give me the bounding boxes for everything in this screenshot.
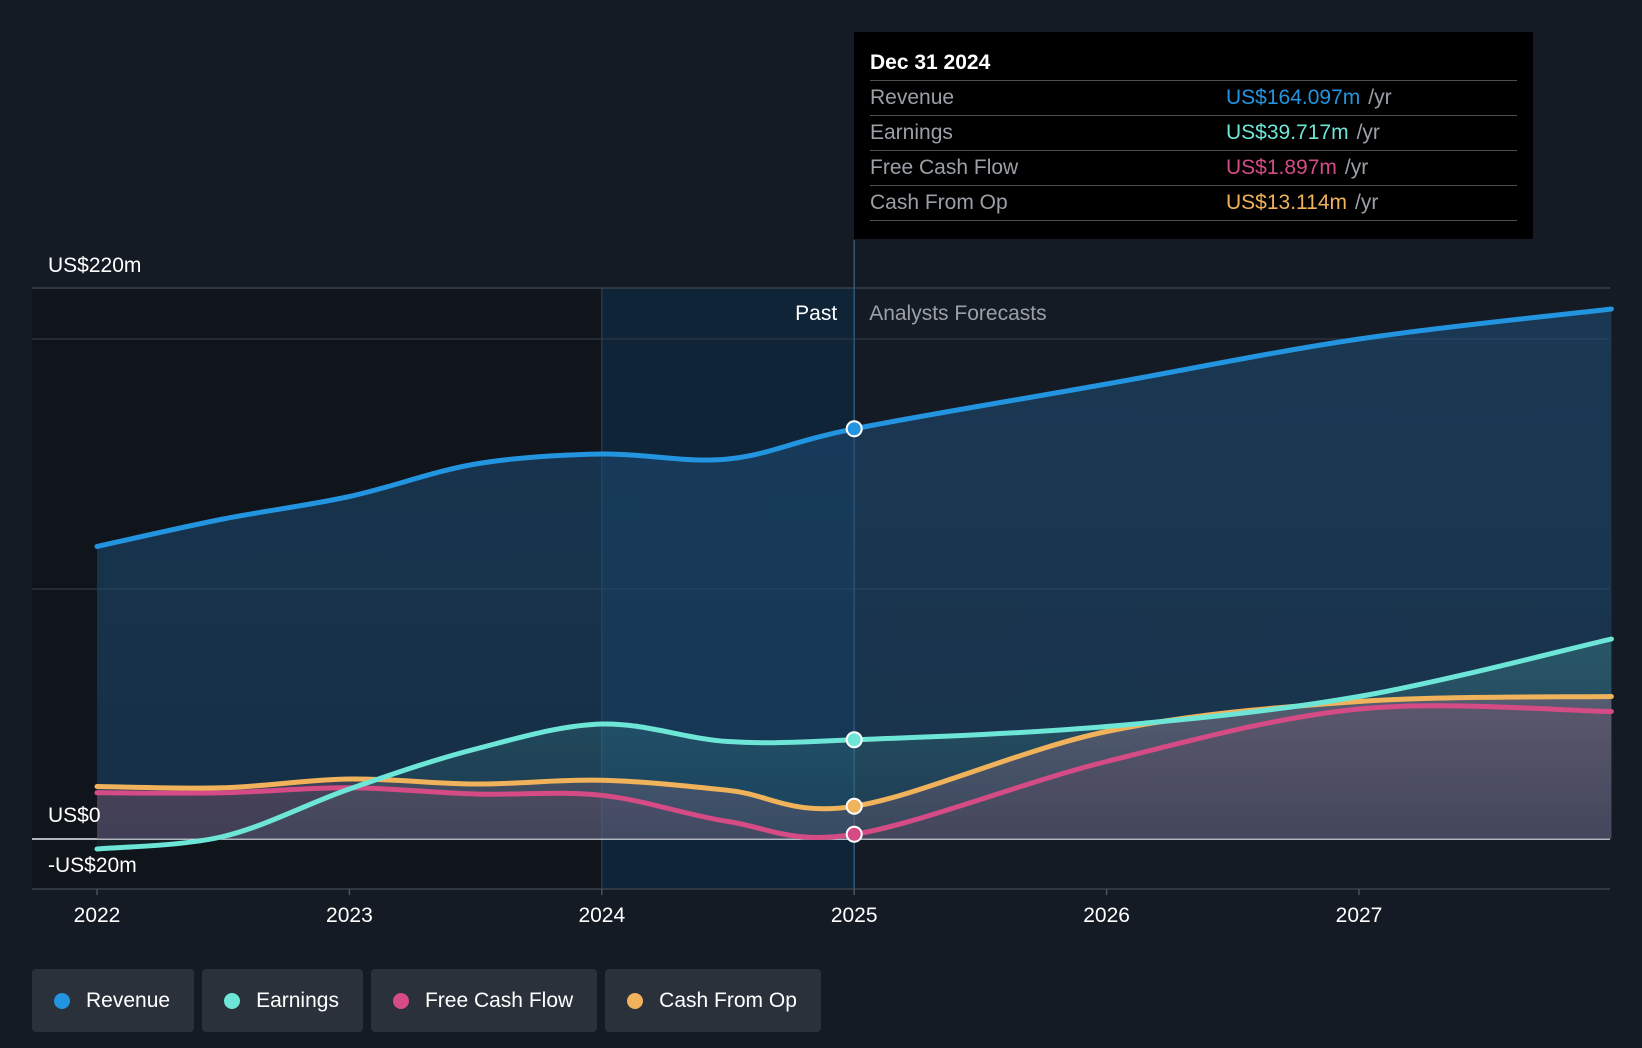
legend-item-earnings[interactable]: Earnings <box>202 969 363 1032</box>
legend-label: Revenue <box>86 988 171 1012</box>
tooltip-row-earnings: Earnings US$39.717m /yr <box>870 115 1517 150</box>
x-tick-label: 2025 <box>831 904 878 927</box>
x-tick-label: 2026 <box>1083 904 1130 927</box>
legend-dot-icon <box>392 992 409 1009</box>
marker-revenue <box>845 420 863 438</box>
line-earnings <box>94 636 1614 852</box>
legend-label: Free Cash Flow <box>424 988 574 1012</box>
tooltip-unit: /yr <box>1368 86 1392 109</box>
marker-earnings <box>845 731 863 749</box>
line-revenue <box>94 306 1614 549</box>
tooltip-label: Earnings <box>870 121 953 144</box>
past-label: Past <box>795 302 837 325</box>
legend-item-free-cash-flow[interactable]: Free Cash Flow <box>370 969 598 1032</box>
tooltip-value: US$13.114m <box>1226 191 1348 214</box>
tooltip-row-free-cash-flow: Free Cash Flow US$1.897m /yr <box>870 150 1517 185</box>
tooltip-unit: /yr <box>1355 191 1379 214</box>
legend-item-cash-from-op[interactable]: Cash From Op <box>605 969 821 1032</box>
y-label-bottom: -US$20m <box>48 854 137 877</box>
tooltip-row-cash-from-op: Cash From Op US$13.114m /yr <box>870 185 1517 221</box>
tooltip-unit: /yr <box>1344 156 1369 179</box>
tooltip-value: US$1.897m <box>1226 156 1337 179</box>
legend-dot-icon <box>627 992 644 1009</box>
forecast-label: Analysts Forecasts <box>869 302 1046 325</box>
x-tick-label: 2023 <box>326 904 373 927</box>
tooltip-value: US$39.717m <box>1226 121 1349 144</box>
line-free-cash-flow <box>94 703 1614 840</box>
marker-cash-from-op <box>845 797 863 815</box>
tooltip: Dec 31 2024 Revenue US$164.097m /yr Earn… <box>854 32 1533 239</box>
y-label-top: US$220m <box>48 254 141 277</box>
legend-item-revenue[interactable]: Revenue <box>32 969 195 1032</box>
tooltip-value: US$164.097m <box>1226 86 1361 109</box>
tooltip-date: Dec 31 2024 <box>870 51 991 74</box>
x-tick-label: 2024 <box>578 904 625 927</box>
x-tick-label: 2027 <box>1336 904 1383 927</box>
legend-dot-icon <box>224 992 241 1009</box>
legend-dot-icon <box>54 992 70 1009</box>
tooltip-label: Cash From Op <box>870 191 1008 214</box>
tooltip-unit: /yr <box>1356 121 1380 144</box>
tooltip-row-revenue: Revenue US$164.097m /yr <box>870 80 1517 115</box>
area-revenue <box>97 309 1612 839</box>
y-label-zero: US$0 <box>48 804 101 827</box>
legend: Revenue Earnings Free Cash Flow Cash Fro… <box>32 969 821 1032</box>
tooltip-label: Revenue <box>870 86 955 109</box>
area-free-cash-flow <box>97 705 1612 839</box>
legend-label: Earnings <box>256 988 339 1012</box>
tooltip-label: Free Cash Flow <box>870 156 1019 179</box>
x-tick-label: 2022 <box>74 904 121 927</box>
legend-label: Cash From Op <box>659 988 797 1012</box>
marker-free-cash-flow <box>845 825 863 843</box>
